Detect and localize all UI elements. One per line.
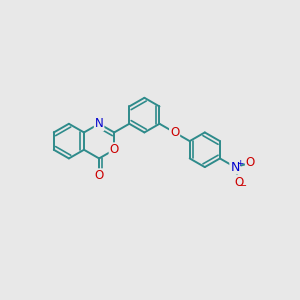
- Text: O: O: [235, 176, 244, 189]
- Text: O: O: [246, 157, 255, 169]
- Text: N: N: [230, 160, 240, 174]
- Text: O: O: [110, 143, 119, 156]
- Text: +: +: [236, 159, 244, 168]
- Text: O: O: [94, 169, 104, 182]
- Text: N: N: [95, 117, 103, 130]
- Text: O: O: [170, 126, 179, 139]
- Text: −: −: [239, 181, 247, 191]
